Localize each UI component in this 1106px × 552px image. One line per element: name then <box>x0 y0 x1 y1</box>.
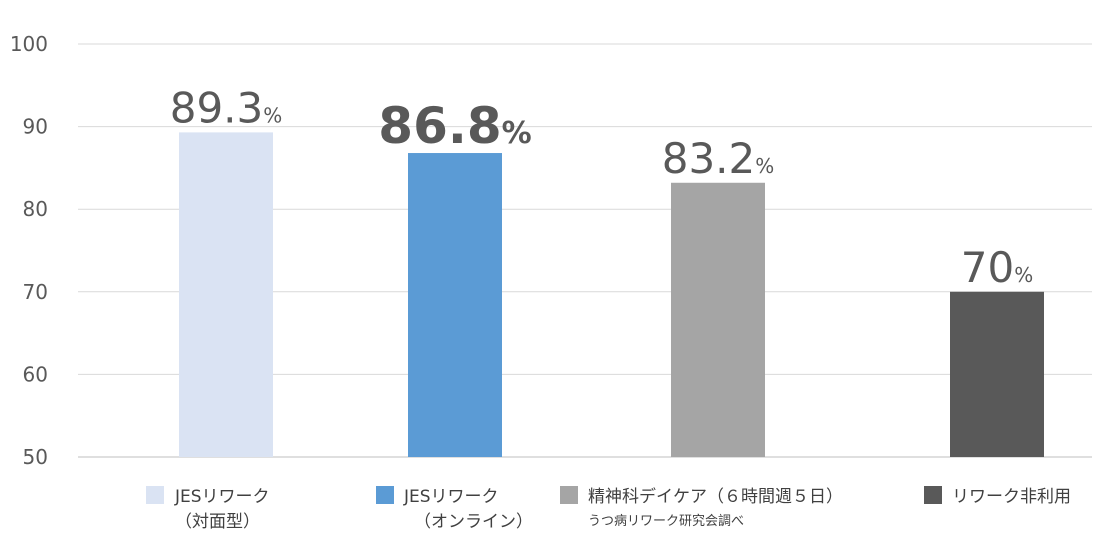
data-label-value: 83.2 <box>662 134 756 183</box>
data-label-unit: % <box>1014 263 1033 287</box>
y-tick-label-70: 70 <box>23 280 48 304</box>
data-label-unit: % <box>502 116 532 151</box>
bar-2 <box>408 153 502 458</box>
legend: JESリワーク （対面型） JESリワーク （オンライン） 精神科デイケア（６時間週５日… <box>146 486 1071 532</box>
data-label-value: 86.8 <box>378 97 501 155</box>
legend-label: リワーク非利用 <box>952 487 1071 507</box>
legend-label: JESリワーク <box>174 487 270 507</box>
bar-3 <box>671 182 765 457</box>
y-tick-label-80: 80 <box>23 197 48 221</box>
legend-item-3: 精神科デイケア（６時間週５日） うつ病リワーク研究会調べ <box>560 486 843 529</box>
data-label-value: 89.3 <box>170 83 264 132</box>
bars <box>179 132 1044 458</box>
data-label-4: 70% <box>961 243 1033 292</box>
legend-label: 精神科デイケア（６時間週５日） <box>588 486 843 507</box>
data-label-unit: % <box>263 103 282 127</box>
legend-swatch <box>924 486 942 504</box>
legend-swatch <box>560 486 578 504</box>
legend-label-line2: （対面型） <box>175 512 260 532</box>
bar-4 <box>950 291 1044 457</box>
y-tick-label-60: 60 <box>23 362 48 386</box>
bar-1 <box>179 132 273 457</box>
legend-swatch <box>376 486 394 504</box>
legend-item-4: リワーク非利用 <box>924 486 1071 507</box>
y-tick-label-100: 100 <box>10 32 48 56</box>
data-label-value: 70 <box>961 243 1014 292</box>
y-axis: 50 60 70 80 90 100 <box>10 32 48 469</box>
legend-note: うつ病リワーク研究会調べ <box>588 514 744 529</box>
data-label-unit: % <box>755 154 774 178</box>
data-label-2: 86.8% <box>378 97 531 155</box>
legend-item-1: JESリワーク （対面型） <box>146 486 270 532</box>
data-label-1: 89.3% <box>170 83 283 132</box>
data-labels: 89.3% 86.8%83.2%70% <box>170 83 1034 291</box>
legend-item-2: JESリワーク （オンライン） <box>376 486 533 532</box>
y-tick-label-90: 90 <box>23 115 48 139</box>
legend-label: JESリワーク <box>403 487 499 507</box>
y-tick-label-50: 50 <box>23 445 48 469</box>
data-label-3: 83.2% <box>662 134 775 183</box>
legend-swatch <box>146 486 164 504</box>
legend-label-line2: （オンライン） <box>414 512 533 532</box>
